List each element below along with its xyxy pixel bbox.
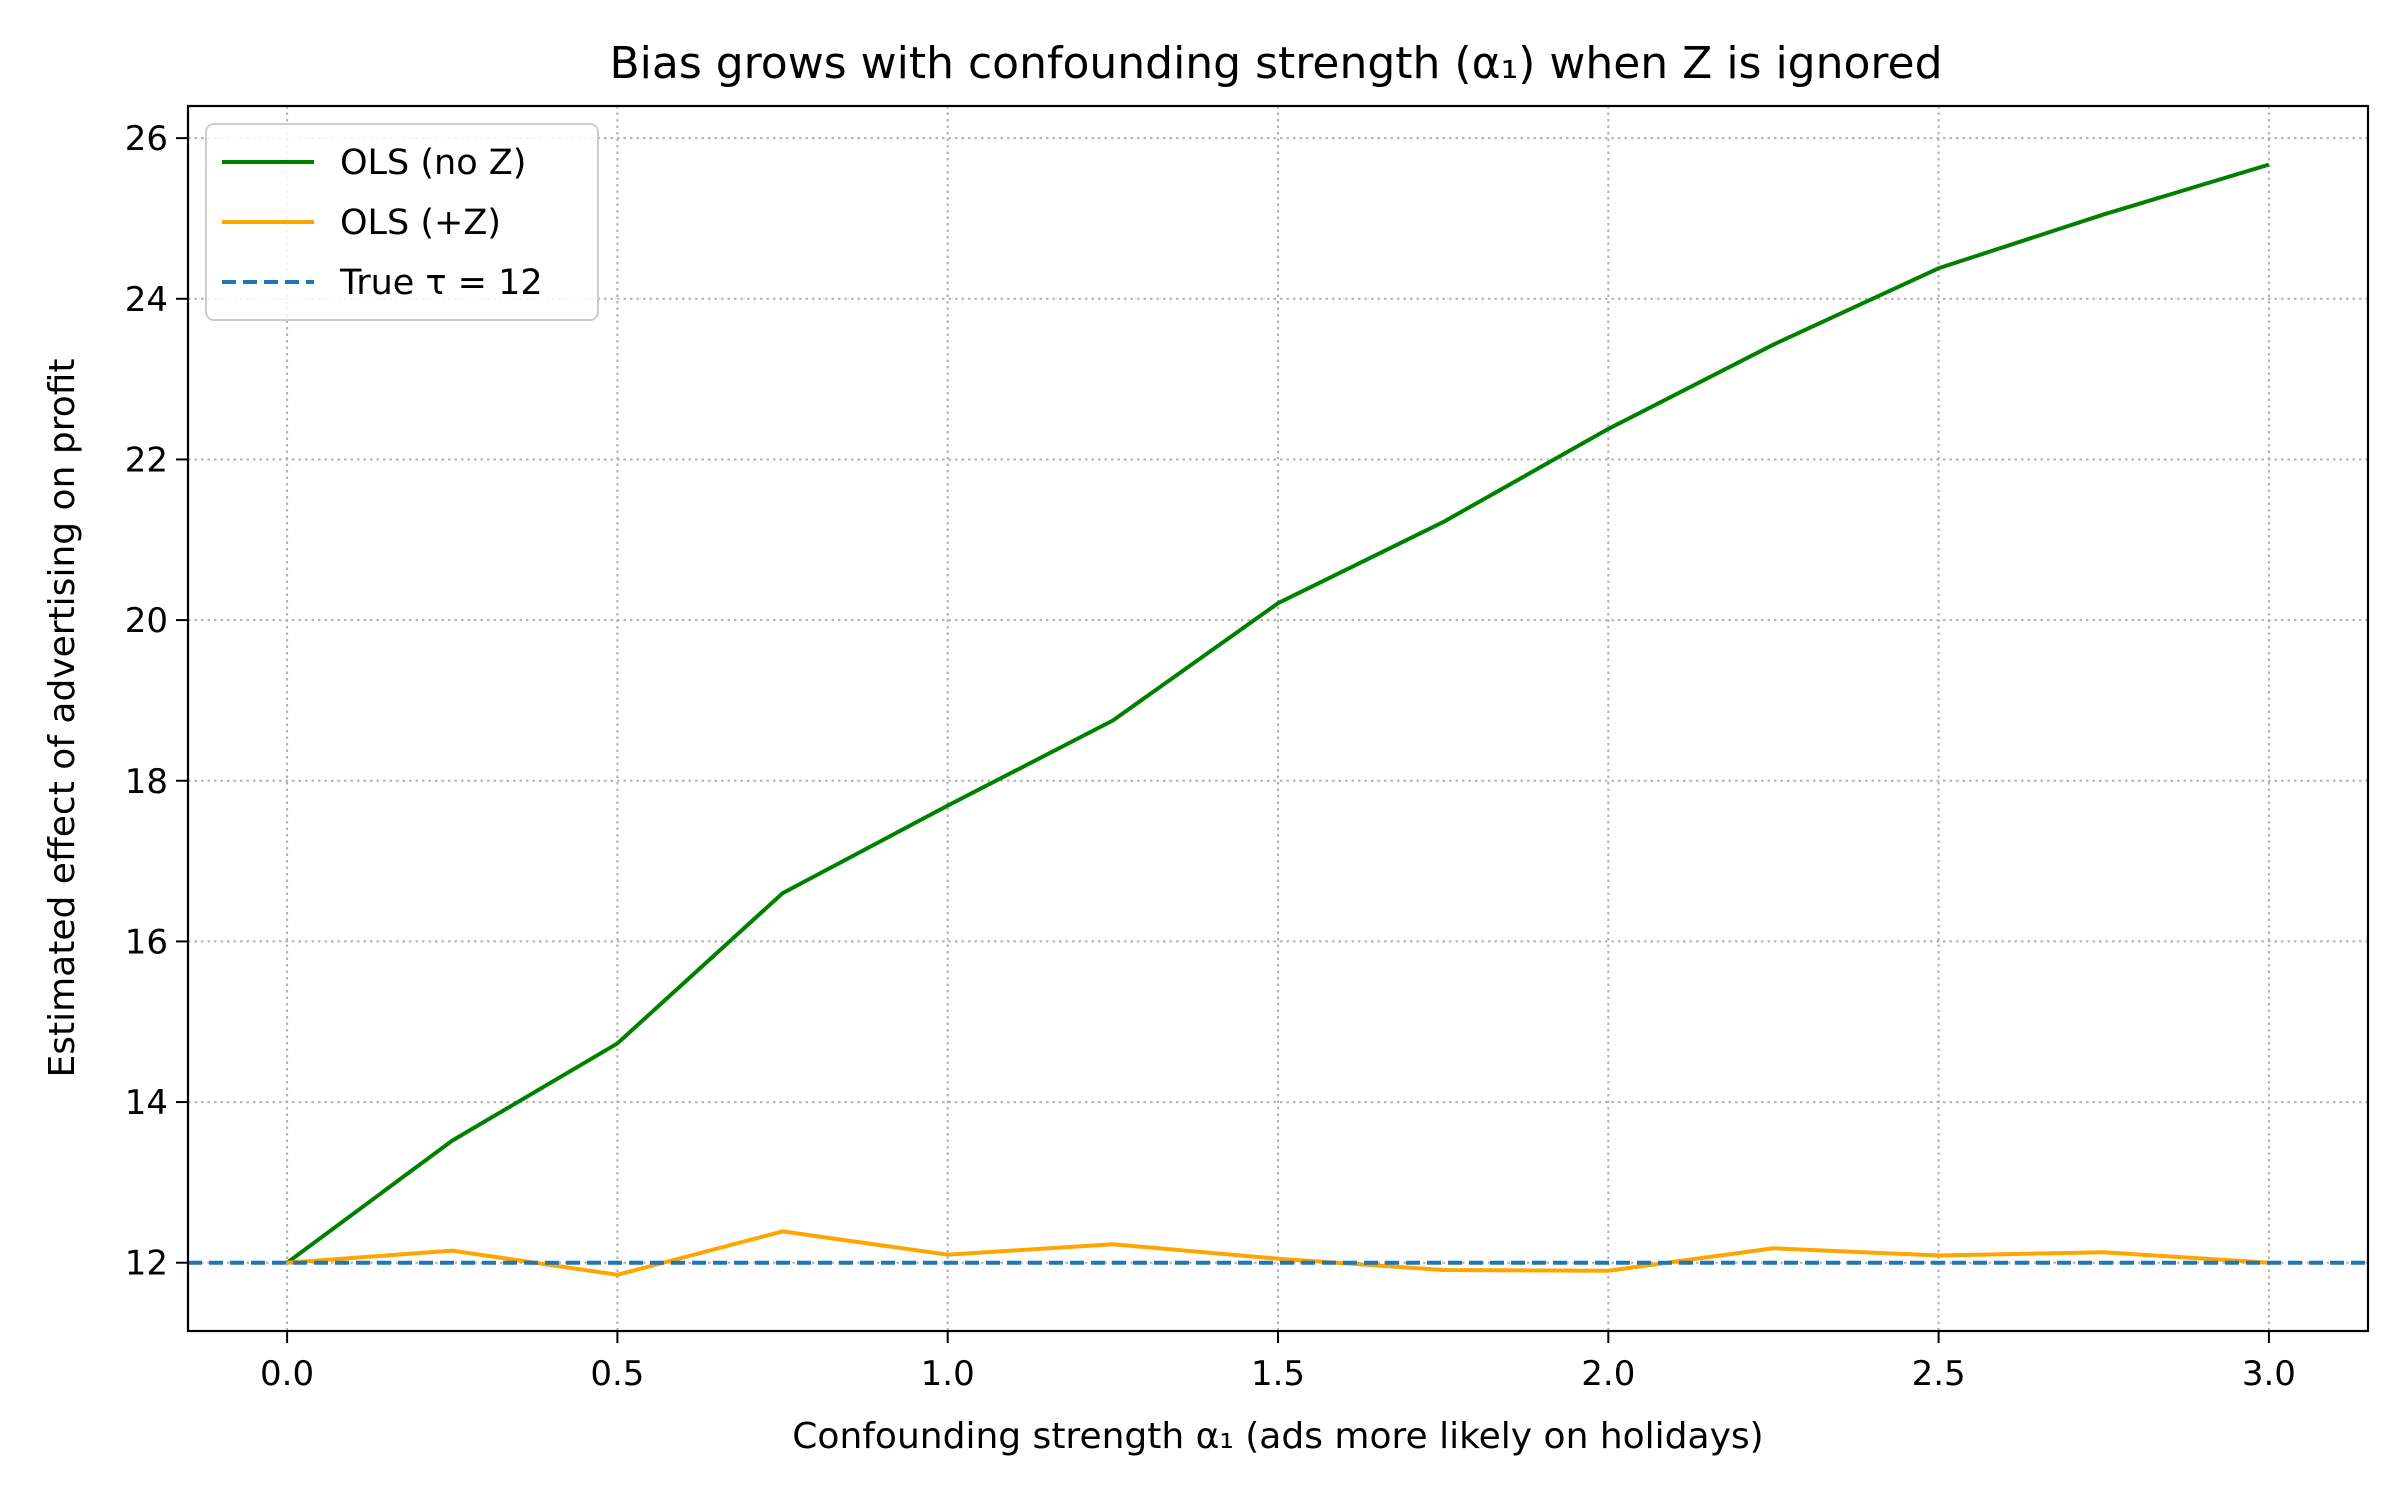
- legend: OLS (no Z) OLS (+Z) True τ = 12: [205, 123, 599, 321]
- x-tick-label: 0.5: [590, 1354, 644, 1394]
- x-tick-label: 3.0: [2242, 1354, 2296, 1394]
- y-tick-label: 18: [125, 762, 168, 802]
- x-tick-label: 1.0: [921, 1354, 975, 1394]
- y-tick-label: 12: [125, 1244, 168, 1284]
- legend-label-true-tau: True τ = 12: [339, 263, 543, 303]
- x-tick-label: 0.0: [260, 1354, 314, 1394]
- x-axis-label: Confounding strength α₁ (ads more likely…: [792, 1416, 1763, 1457]
- legend-label-ols-no-z: OLS (no Z): [340, 143, 526, 183]
- y-axis-label: Estimated effect of advertising on profi…: [42, 358, 83, 1077]
- y-tick-label: 24: [125, 280, 168, 320]
- y-tick-label: 14: [125, 1083, 168, 1123]
- y-tick-label: 26: [125, 119, 168, 159]
- y-tick-label: 20: [125, 601, 168, 641]
- axis-ticks: 0.0 0.5 1.0 1.5 2.0 2.5 3.0 12 14 16 18 20 22 24 26: [125, 119, 2296, 1394]
- grid-lines: [188, 106, 2368, 1331]
- series-line-1: [286, 1229, 2270, 1277]
- y-tick-label: 22: [125, 440, 168, 480]
- x-tick-label: 2.0: [1581, 1354, 1635, 1394]
- x-tick-label: 2.5: [1912, 1354, 1966, 1394]
- y-tick-label: 16: [125, 922, 168, 962]
- plot-series: [188, 162, 2368, 1277]
- series-line-0: [285, 162, 2270, 1265]
- legend-box: [205, 123, 599, 321]
- legend-label-ols-plus-z: OLS (+Z): [340, 203, 501, 243]
- x-tick-label: 1.5: [1251, 1354, 1305, 1394]
- chart-title: Bias grows with confounding strength (α₁…: [609, 38, 1942, 89]
